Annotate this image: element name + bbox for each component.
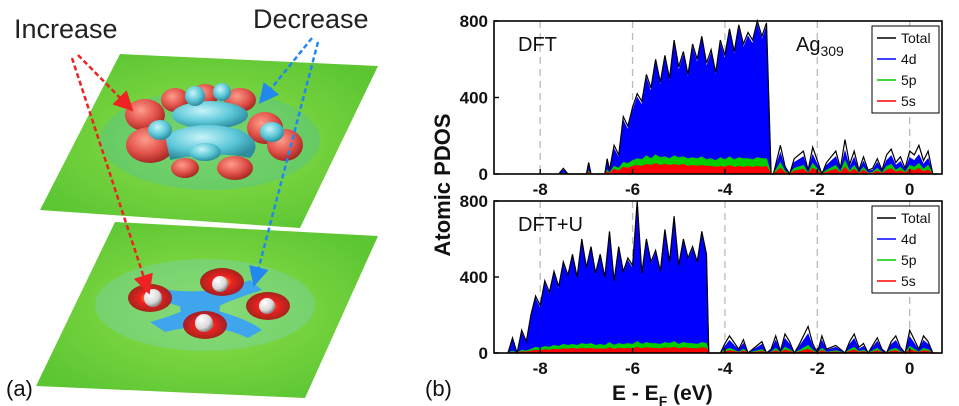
pdos-chart-dftu: -8 -6 -4 -2 0 0 400 800 DFT+U Total 4d 5p 5s bbox=[460, 192, 943, 378]
legend-label-4d: 4d bbox=[901, 51, 917, 67]
y-tick-label: 800 bbox=[460, 12, 488, 31]
y-tick-label: 0 bbox=[479, 165, 488, 184]
x-axis-label-main: E - E bbox=[612, 382, 659, 405]
y-tick-label: 0 bbox=[479, 344, 488, 363]
legend-box bbox=[871, 205, 940, 294]
legend-label-4d: 4d bbox=[901, 231, 917, 247]
panel-b-label: (b) bbox=[425, 376, 452, 401]
pdos-chart-dft: -8 -6 -4 -2 0 0 400 800 DFT Ag309 Total 4d 5p 5s bbox=[460, 12, 943, 199]
legend-label-5s: 5s bbox=[901, 93, 916, 109]
legend-label-Total: Total bbox=[901, 210, 931, 226]
y-tick-label: 400 bbox=[460, 268, 488, 287]
decrease-arrows bbox=[249, 37, 320, 287]
system-label: Ag309 bbox=[796, 34, 844, 59]
charge-density-illustration: Increase Decrease (a) bbox=[6, 4, 378, 401]
x-axis-label-units: (eV) bbox=[667, 382, 713, 405]
x-axis-label: E - EF (eV) bbox=[612, 382, 713, 406]
system-label-sub: 309 bbox=[820, 43, 844, 59]
legend-label-5p: 5p bbox=[901, 72, 917, 88]
y-axis-label: Atomic PDOS bbox=[430, 113, 455, 256]
decrease-label: Decrease bbox=[253, 4, 369, 34]
y-tick-label: 800 bbox=[460, 192, 488, 211]
panel-a-label: (a) bbox=[6, 376, 33, 401]
decrease-isosurface bbox=[148, 83, 284, 161]
series-5s-area bbox=[558, 163, 938, 175]
legend-box bbox=[871, 25, 940, 114]
series-4d-area bbox=[558, 23, 938, 175]
increase-label: Increase bbox=[14, 14, 118, 44]
x-tick-label: -2 bbox=[810, 180, 825, 199]
x-tick-label: -6 bbox=[625, 359, 640, 378]
x-tick-label: -4 bbox=[717, 180, 733, 199]
legend-label-5p: 5p bbox=[901, 252, 917, 268]
silver-atoms bbox=[144, 276, 275, 332]
x-tick-label: -8 bbox=[533, 180, 548, 199]
x-tick-label: -6 bbox=[625, 180, 640, 199]
legend-label-5s: 5s bbox=[901, 273, 916, 289]
series-Total-line bbox=[558, 18, 938, 176]
panel-method-label: DFT+U bbox=[518, 214, 583, 236]
system-label-main: Ag bbox=[796, 34, 820, 56]
x-tick-label: -8 bbox=[533, 359, 548, 378]
x-tick-label: 0 bbox=[905, 359, 914, 378]
x-tick-label: -2 bbox=[810, 359, 825, 378]
x-tick-label: -4 bbox=[717, 359, 733, 378]
y-tick-label: 400 bbox=[460, 89, 488, 108]
x-tick-label: 0 bbox=[905, 180, 914, 199]
x-axis-label-sub: F bbox=[659, 393, 668, 406]
panel-method-label: DFT bbox=[518, 34, 557, 56]
increase-arrows bbox=[70, 54, 153, 295]
legend-label-Total: Total bbox=[901, 30, 931, 46]
series-Total-line bbox=[507, 200, 938, 355]
